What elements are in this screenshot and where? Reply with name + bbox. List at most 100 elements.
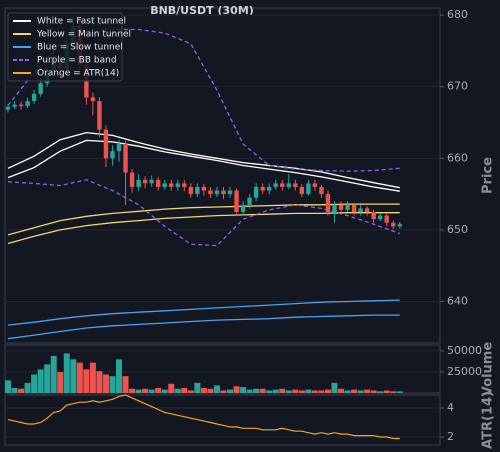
atr-line bbox=[7, 394, 400, 440]
candle-body bbox=[221, 190, 226, 195]
volume-bar bbox=[57, 371, 64, 393]
candle-body bbox=[293, 183, 298, 187]
volume-bar bbox=[266, 390, 273, 393]
volume-bar bbox=[96, 371, 103, 393]
volume-bar bbox=[161, 389, 168, 393]
candle-body bbox=[25, 101, 30, 107]
candle-body bbox=[260, 186, 265, 191]
volume-bar bbox=[122, 376, 129, 393]
volume-bar bbox=[187, 390, 194, 393]
y-tick-label: 50000 bbox=[447, 344, 482, 357]
volume-bar bbox=[272, 389, 279, 393]
volume-bar bbox=[135, 389, 142, 393]
candle-body bbox=[286, 183, 291, 187]
tunnel-line bbox=[7, 28, 400, 172]
candle-body bbox=[12, 104, 17, 107]
candle-body bbox=[182, 183, 187, 187]
volume-bar bbox=[194, 382, 201, 393]
volume-bar bbox=[253, 388, 260, 393]
volume-bar bbox=[37, 369, 44, 393]
candle-body bbox=[364, 208, 370, 213]
candle-body bbox=[116, 144, 122, 152]
candle-body bbox=[306, 183, 311, 195]
candle-body bbox=[240, 204, 246, 213]
volume-bar bbox=[285, 390, 292, 393]
candle-body bbox=[110, 151, 115, 159]
volume-bar bbox=[168, 383, 175, 393]
volume-bar bbox=[357, 390, 364, 393]
volume-bar bbox=[298, 390, 305, 393]
tunnel-line bbox=[7, 299, 400, 326]
volume-bar bbox=[24, 382, 31, 393]
y-tick-label: 2 bbox=[447, 430, 454, 443]
candle-body bbox=[345, 204, 350, 210]
tunnel-line bbox=[7, 131, 400, 189]
volume-bar bbox=[31, 374, 38, 393]
volume-bar bbox=[390, 391, 397, 393]
candle-body bbox=[384, 215, 389, 223]
candle-body bbox=[90, 97, 96, 102]
volume-bar bbox=[318, 390, 325, 393]
volume-bar bbox=[11, 387, 18, 393]
candle-body bbox=[280, 183, 285, 187]
candle-body bbox=[247, 197, 252, 205]
volume-bar bbox=[351, 389, 358, 393]
volume-bar bbox=[89, 362, 96, 393]
candle-body bbox=[378, 215, 383, 220]
volume-bar bbox=[174, 388, 181, 393]
candle-body bbox=[97, 101, 102, 130]
volume-bar bbox=[44, 364, 51, 393]
candle-body bbox=[273, 183, 278, 187]
volume-bar bbox=[76, 362, 83, 393]
volume-bar bbox=[200, 387, 207, 393]
volume-bar bbox=[396, 391, 403, 393]
volume-bar bbox=[377, 391, 384, 393]
y-tick-label: 650 bbox=[447, 223, 468, 236]
y-axis-label: Price bbox=[481, 157, 496, 194]
volume-bar bbox=[116, 359, 123, 393]
candle-body bbox=[351, 204, 357, 213]
legend-label: Orange = ATR(14) bbox=[37, 69, 119, 79]
candle-body bbox=[136, 179, 141, 187]
candle-body bbox=[227, 190, 233, 195]
candle-body bbox=[123, 144, 128, 173]
legend-label: White = Fast tunnel bbox=[37, 17, 126, 27]
volume-bar bbox=[181, 387, 188, 393]
volume-bar bbox=[213, 385, 220, 393]
volume-bar bbox=[207, 388, 214, 393]
candle-body bbox=[149, 179, 154, 184]
volume-bar bbox=[383, 390, 390, 393]
volume-bar bbox=[240, 387, 247, 393]
candle-body bbox=[162, 183, 167, 187]
candle-body bbox=[155, 179, 161, 187]
volume-bar bbox=[324, 389, 331, 393]
legend-label: Purple = BB band bbox=[37, 56, 117, 66]
volume-bar bbox=[18, 388, 25, 393]
candle-body bbox=[299, 186, 305, 195]
candle-body bbox=[195, 186, 200, 195]
volume-bar bbox=[233, 386, 240, 393]
volume-bar bbox=[83, 369, 90, 393]
chart-title: BNB/USDT (30M) bbox=[150, 4, 254, 17]
y-tick-label: 660 bbox=[447, 151, 468, 164]
volume-bar bbox=[246, 389, 253, 393]
candle-body bbox=[38, 83, 43, 94]
candle-body bbox=[358, 208, 363, 213]
candle-body bbox=[234, 190, 239, 213]
y-tick-label: 640 bbox=[447, 294, 468, 307]
volume-bar bbox=[279, 388, 286, 393]
y-tick-label: 4 bbox=[447, 401, 454, 414]
candle-body bbox=[397, 224, 402, 227]
legend-box bbox=[7, 12, 123, 82]
tunnel-line bbox=[7, 139, 400, 192]
volume-bar bbox=[344, 390, 351, 393]
volume-bar bbox=[364, 389, 371, 393]
volume-bar bbox=[227, 389, 234, 393]
candle-body bbox=[175, 183, 180, 187]
volume-bar bbox=[331, 382, 338, 393]
candle-body bbox=[129, 172, 135, 187]
tunnel-line bbox=[7, 314, 400, 340]
volume-bar bbox=[370, 390, 377, 393]
volume-bar bbox=[63, 353, 70, 393]
